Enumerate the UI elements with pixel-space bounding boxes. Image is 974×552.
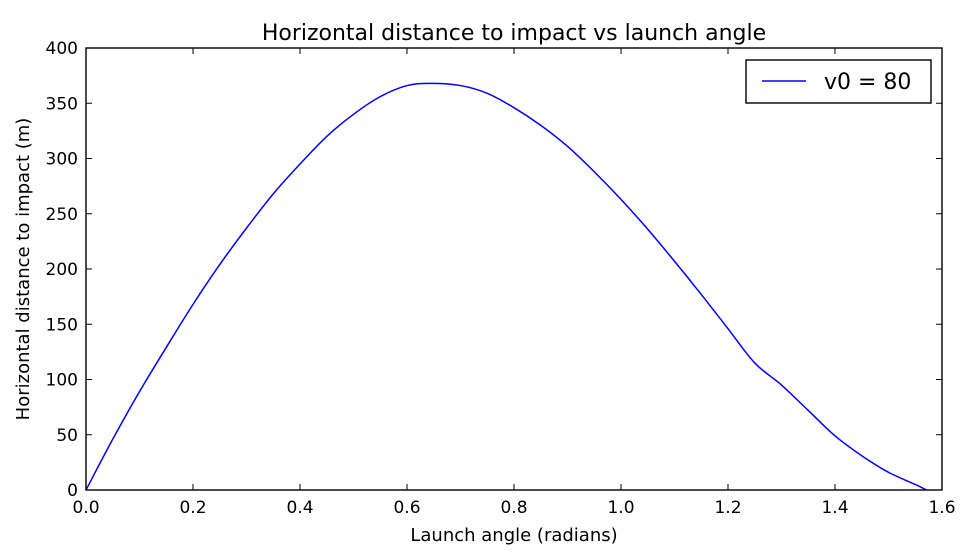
x-tick-label: 0.4	[286, 498, 313, 518]
legend-label: v0 = 80	[824, 70, 911, 95]
x-tick-label: 0.8	[500, 498, 527, 518]
y-tick-label: 300	[46, 150, 78, 170]
x-tick-label: 0.2	[179, 498, 206, 518]
legend: v0 = 80	[745, 59, 932, 104]
x-tick-label: 0.0	[72, 498, 99, 518]
y-tick-label: 150	[46, 315, 78, 335]
series-group	[85, 82, 927, 491]
chart-title: Horizontal distance to impact vs launch …	[262, 21, 766, 46]
x-axis-ticks: 0.0 0.2 0.4 0.6 0.8 1.0 1.2 1.4 1.6	[72, 48, 956, 518]
y-tick-label: 250	[46, 205, 78, 225]
y-tick-label: 400	[46, 39, 78, 59]
y-axis-ticks: 0 50 100 150 200 250 300 350 400	[46, 39, 942, 501]
legend-box	[745, 59, 932, 104]
y-tick-label: 350	[46, 94, 78, 114]
series-line	[85, 82, 927, 491]
y-tick-label: 100	[46, 371, 78, 391]
x-axis-title: Launch angle (radians)	[410, 525, 617, 546]
y-tick-label: 50	[56, 426, 78, 446]
x-tick-label: 1.0	[607, 498, 634, 518]
y-tick-label: 0	[67, 481, 78, 501]
plot-frame	[85, 47, 943, 491]
x-tick-label: 1.6	[928, 498, 955, 518]
x-tick-label: 0.6	[393, 498, 420, 518]
plot-area	[86, 48, 942, 490]
y-tick-label: 200	[46, 260, 78, 280]
y-axis-title: Horizontal distance to impact (m)	[13, 118, 34, 421]
x-tick-label: 1.2	[714, 498, 741, 518]
x-tick-label: 1.4	[821, 498, 848, 518]
